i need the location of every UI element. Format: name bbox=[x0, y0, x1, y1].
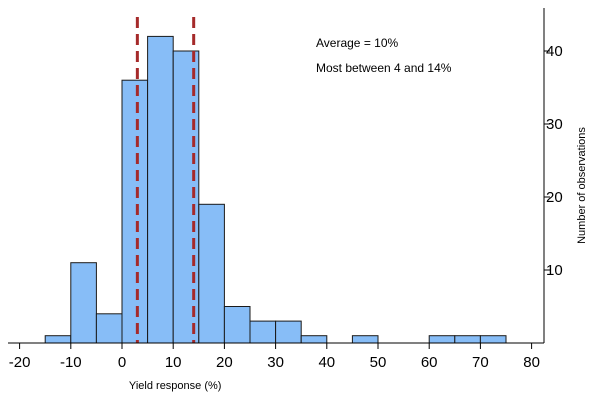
histogram-bar bbox=[300, 335, 328, 344]
histogram-bar bbox=[428, 335, 456, 344]
y-tick-label: 30 bbox=[546, 116, 563, 133]
x-tick-label: 60 bbox=[421, 354, 438, 371]
histogram-bar bbox=[275, 320, 302, 344]
y-axis-label: Number of observations bbox=[576, 127, 588, 244]
annotation-range: Most between 4 and 14% bbox=[316, 61, 452, 75]
histogram-bar bbox=[198, 203, 225, 344]
x-tick-label: 20 bbox=[216, 354, 233, 371]
reference-lines bbox=[135, 17, 196, 343]
histogram-bar bbox=[44, 335, 72, 344]
x-tick-label: 10 bbox=[165, 354, 182, 371]
annotation-average: Average = 10% bbox=[316, 36, 399, 50]
y-axis-ticks: 10 20 30 40 bbox=[544, 43, 563, 279]
x-axis-ticks: -20 -10 0 10 20 30 40 50 60 70 80 bbox=[9, 343, 540, 371]
y-tick-label: 10 bbox=[546, 262, 563, 279]
x-tick-label: 40 bbox=[318, 354, 335, 371]
histogram-bars bbox=[44, 35, 507, 344]
histogram-bar bbox=[223, 306, 251, 344]
histogram-bar bbox=[147, 35, 174, 344]
histogram-bar bbox=[70, 262, 97, 344]
x-tick-label: 30 bbox=[267, 354, 284, 371]
histogram-bar bbox=[249, 320, 277, 344]
x-tick-label: 50 bbox=[370, 354, 387, 371]
x-tick-label: 80 bbox=[523, 354, 540, 371]
x-tick-label: -10 bbox=[60, 354, 82, 371]
x-tick-label: -20 bbox=[9, 354, 31, 371]
histogram-bar bbox=[479, 335, 507, 344]
histogram-bar bbox=[351, 335, 379, 344]
y-tick-label: 40 bbox=[546, 43, 563, 60]
x-axis-label: Yield response (%) bbox=[129, 380, 222, 392]
histogram-bar bbox=[121, 79, 149, 344]
histogram-bar bbox=[95, 313, 123, 344]
y-tick-label: 20 bbox=[546, 189, 563, 206]
histogram-bar bbox=[454, 335, 481, 344]
x-tick-label: 0 bbox=[118, 354, 126, 371]
x-tick-label: 70 bbox=[472, 354, 489, 371]
